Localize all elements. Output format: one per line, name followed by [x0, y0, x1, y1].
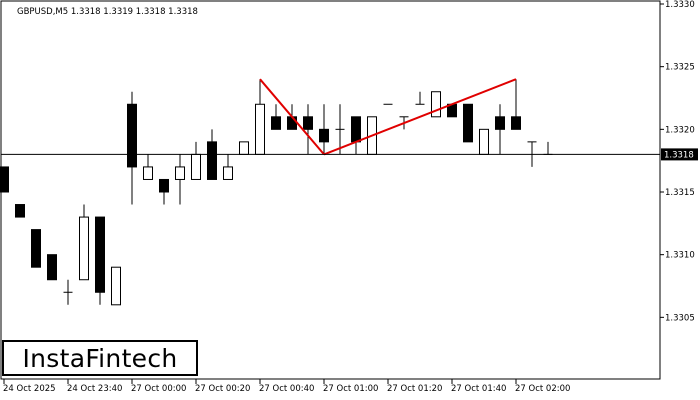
plot-border	[0, 0, 661, 380]
x-tick-label: 27 Oct 02:00	[515, 384, 570, 394]
y-tick-label: 1.3320	[665, 125, 695, 135]
x-tick-label: 27 Oct 00:40	[259, 384, 314, 394]
candle	[511, 79, 521, 130]
y-tick-label: 1.3325	[665, 63, 695, 73]
x-tick-label: 27 Oct 00:00	[131, 384, 186, 394]
x-tick-label: 24 Oct 2025	[3, 384, 56, 394]
candle	[239, 141, 249, 155]
candle	[271, 104, 281, 130]
candle	[351, 116, 361, 155]
x-tick-label: 27 Oct 01:40	[451, 384, 506, 394]
candle	[111, 266, 121, 306]
candle	[543, 141, 553, 155]
candle-body-bear	[31, 229, 41, 268]
symbol-info: GBPUSD,M5 1.3318 1.3319 1.3318 1.3318	[17, 7, 198, 17]
candle-body-bear	[511, 116, 521, 130]
y-tick-label: 1.3315	[665, 188, 695, 198]
candle-body-bull	[239, 141, 249, 155]
candles-layer	[0, 79, 553, 306]
candle-body-bull	[79, 216, 89, 281]
pattern-line	[259, 78, 325, 156]
candle-body-bear	[47, 254, 57, 281]
candle	[47, 254, 57, 281]
candle	[319, 104, 329, 155]
candle-body-bear	[127, 103, 137, 168]
candle-body-bull	[111, 266, 121, 306]
candle-body-bear	[495, 116, 505, 130]
candle	[255, 79, 265, 155]
candle	[127, 91, 137, 205]
candle-body-bear	[463, 103, 473, 143]
candle-body-bear	[303, 116, 313, 130]
x-tick-label: 27 Oct 00:20	[195, 384, 250, 394]
candle	[495, 104, 505, 155]
candle	[223, 154, 233, 180]
candle-body-bear	[287, 116, 297, 130]
x-tick-label: 24 Oct 23:40	[67, 384, 122, 394]
candle-body-bull	[479, 128, 489, 155]
candle	[79, 204, 89, 281]
candle	[63, 279, 73, 305]
candle	[175, 154, 185, 205]
candle-body-bear	[351, 116, 361, 143]
candle-body-bull	[255, 103, 265, 155]
pattern-layer	[259, 78, 517, 156]
candle-body-bull	[143, 166, 153, 180]
candle	[463, 103, 473, 143]
y-tick-label: 1.3330	[665, 0, 695, 10]
candle	[159, 178, 169, 205]
pattern-line	[323, 78, 517, 156]
x-tick-label: 27 Oct 01:00	[323, 384, 378, 394]
candle	[143, 154, 153, 180]
candle	[191, 141, 201, 180]
brand-logo-text: InstaFintech	[22, 343, 178, 373]
candle-body-bull	[191, 153, 201, 180]
candle-body-bear	[159, 178, 169, 193]
candle-body-bull	[431, 91, 441, 118]
candle-body-bull	[223, 166, 233, 180]
candle-body-bull	[175, 166, 185, 180]
candle	[31, 229, 41, 268]
candle-body-bear	[207, 141, 217, 180]
brand-logo: InstaFintech	[2, 340, 198, 376]
candle	[15, 204, 25, 218]
candle	[95, 216, 105, 305]
candle-body-bear	[319, 128, 329, 143]
candle	[479, 128, 489, 155]
candle	[0, 166, 9, 193]
candle-body-bear	[271, 116, 281, 130]
current-price-label: 1.3318	[664, 150, 694, 160]
x-tick-label: 27 Oct 01:20	[387, 384, 442, 394]
candle-body-bear	[15, 204, 25, 218]
y-tick-label: 1.3310	[665, 251, 695, 261]
candle-body-bear	[0, 166, 9, 193]
current-price-tag: 1.3318	[661, 148, 698, 161]
candle	[431, 91, 441, 118]
time-axis: 24 Oct 2025 24 Oct 23:40 27 Oct 00:00 27 Oc…	[3, 379, 570, 394]
candle-body-bear	[95, 216, 105, 293]
candle	[415, 91, 425, 105]
candle	[303, 104, 313, 155]
price-axis: 1.3305 1.3310 1.3315 1.3320 1.3325 1.3330	[660, 0, 695, 323]
candle	[335, 104, 345, 155]
y-tick-label: 1.3305	[665, 313, 695, 323]
